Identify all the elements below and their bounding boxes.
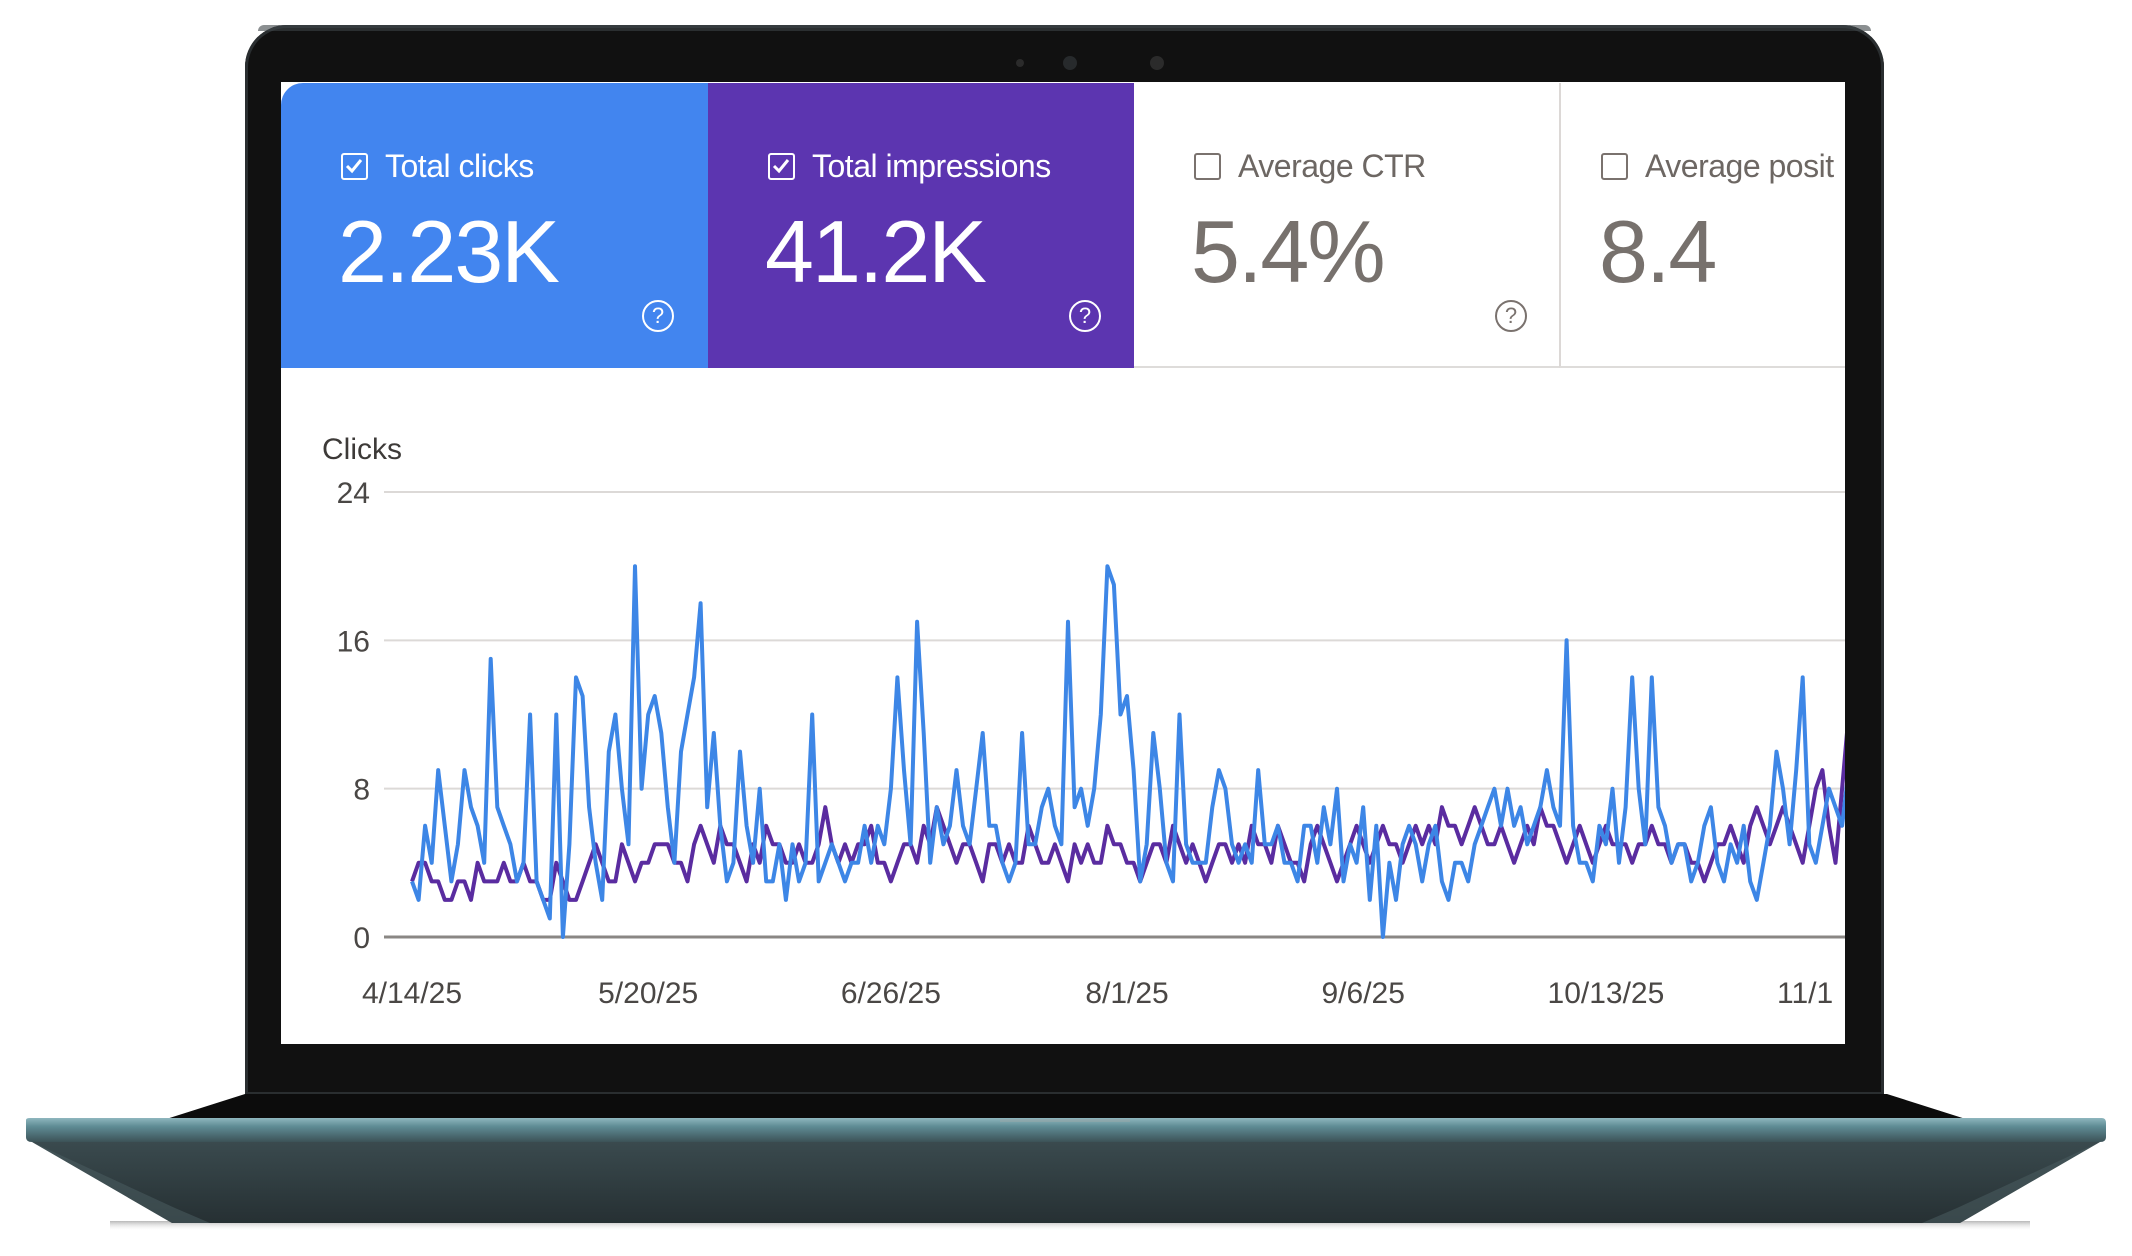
help-glyph: ?: [1504, 303, 1518, 328]
x-tick-label: 6/26/25: [841, 977, 941, 1010]
performance-chart: Clicks 0 8 16 24 4/14/25 5/20/25 6/26/25 8/1/2…: [322, 433, 1845, 1010]
help-glyph: ?: [1078, 303, 1092, 328]
metric-card-total-clicks[interactable]: Total clicks 2.23K ?: [281, 83, 708, 368]
x-tick-label: 5/20/25: [598, 977, 698, 1010]
metric-label-row: Average posit: [1601, 148, 1834, 185]
metric-card-total-impressions[interactable]: Total impressions 41.2K ?: [708, 83, 1134, 368]
metric-card-average-position[interactable]: Average posit 8.4: [1559, 83, 1845, 368]
x-tick-label: 9/6/25: [1321, 977, 1404, 1010]
checkbox-unchecked-icon[interactable]: [1194, 153, 1221, 180]
help-circle-icon[interactable]: ?: [642, 300, 674, 332]
brand-marking: [1000, 1119, 1130, 1122]
metric-label: Average posit: [1645, 148, 1834, 184]
base-body: [32, 1142, 2100, 1223]
x-tick-label: 4/14/25: [362, 977, 462, 1010]
help-glyph: ?: [651, 303, 665, 328]
x-tick-label: 11/1: [1777, 977, 1833, 1010]
x-tick-label: 8/1/25: [1085, 977, 1168, 1010]
laptop-base: [26, 1118, 2106, 1231]
x-tick-label: 10/13/25: [1548, 977, 1665, 1010]
help-circle-icon[interactable]: ?: [1069, 300, 1101, 332]
help-circle-icon[interactable]: ?: [1495, 300, 1527, 332]
camera-sensor-icon: [1016, 59, 1024, 67]
y-tick-label: 16: [337, 625, 370, 658]
laptop-hinge: [160, 1094, 1972, 1121]
metric-value: 2.23K: [338, 202, 560, 301]
y-tick-label: 8: [353, 774, 370, 807]
checkbox-checked-icon[interactable]: [768, 153, 795, 180]
checkbox-unchecked-icon[interactable]: [1601, 153, 1628, 180]
metric-label: Total impressions: [812, 148, 1051, 184]
metric-value: 5.4%: [1191, 202, 1386, 301]
checkbox-checked-icon[interactable]: [341, 153, 368, 180]
y-tick-label: 24: [337, 477, 370, 510]
metric-label-row: Total clicks: [341, 148, 534, 185]
metric-value: 8.4: [1599, 202, 1717, 301]
laptop-screen: Total clicks 2.23K ? Total impressions 4…: [281, 82, 1845, 1044]
laptop-lid-rim: [258, 25, 1871, 31]
y-axis-title: Clicks: [322, 433, 402, 466]
camera-light-icon: [1150, 56, 1164, 70]
metric-label-row: Average CTR: [1194, 148, 1426, 185]
metric-label-row: Total impressions: [768, 148, 1051, 185]
base-top-rim: [26, 1118, 2106, 1142]
metric-label: Total clicks: [385, 148, 534, 184]
metric-card-average-ctr[interactable]: Average CTR 5.4% ?: [1134, 83, 1559, 368]
y-tick-label: 0: [353, 922, 370, 955]
series-line-clicks: [410, 564, 1845, 939]
metric-value: 41.2K: [765, 202, 987, 301]
metric-label: Average CTR: [1238, 148, 1426, 184]
webcam-icon: [1063, 56, 1077, 70]
base-shadow: [110, 1221, 2030, 1231]
